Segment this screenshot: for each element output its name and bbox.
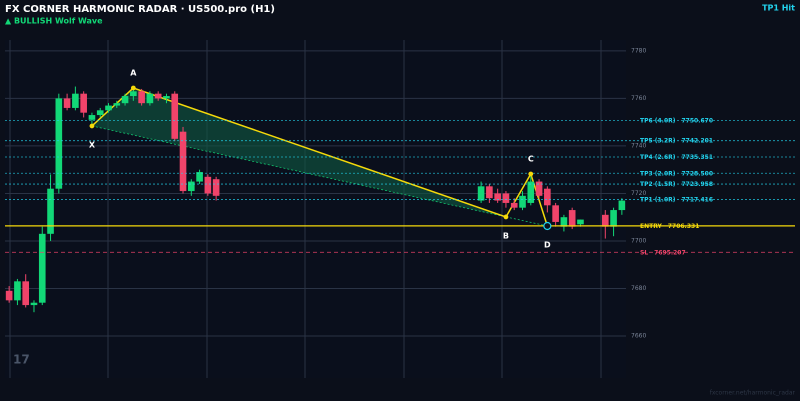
candle-body: [204, 176, 212, 194]
level-label: TP2 (1.5R) 7723.958: [640, 181, 713, 188]
level-label: ENTRY 7706.331: [640, 222, 699, 229]
vertical-grid: [9, 40, 602, 378]
candle-body: [187, 181, 195, 192]
plot-area: [5, 40, 626, 378]
candle-body: [171, 93, 179, 139]
point-label: A: [130, 68, 137, 77]
candle-body: [55, 98, 63, 189]
candle-body: [552, 205, 559, 222]
pattern-point: [503, 214, 509, 220]
candle-body: [113, 103, 121, 106]
point-label: X: [89, 140, 96, 149]
pattern-base: [91, 125, 548, 227]
level-label: TP4 (2.6R) 7735.351: [640, 153, 713, 160]
candle-body: [486, 186, 493, 199]
candle-body: [535, 181, 543, 196]
candle-body: [30, 302, 38, 306]
candle-body: [610, 210, 617, 227]
candle-body: [618, 200, 626, 211]
y-tick-label: 7780: [631, 47, 646, 54]
level-name: TP4 (2.6R): [640, 153, 676, 160]
level-value: 7728.500: [682, 170, 714, 177]
level-label: TP6 (4.0R) 7750.670: [640, 117, 713, 124]
candle-body: [212, 179, 220, 196]
candle-body: [510, 202, 518, 208]
watermark: fxcorner.net/harmonic_radar: [710, 390, 796, 397]
status: TP1 Hit: [762, 4, 795, 13]
candle-body: [163, 96, 170, 99]
y-tick-label: 7700: [631, 237, 646, 244]
pattern-point: [543, 221, 552, 231]
level-name: TP1 (1.0R): [640, 196, 676, 203]
candle-body: [72, 93, 79, 108]
level-value: 7723.958: [682, 181, 714, 188]
candle-body: [14, 281, 21, 301]
candle-body: [96, 110, 104, 116]
candle-body: [544, 188, 551, 206]
pattern-point: [89, 123, 95, 129]
level-value: 7717.416: [682, 196, 714, 203]
level-label: TP1 (1.0R) 7717.416: [640, 196, 713, 203]
logo: 17: [13, 353, 30, 367]
level-name: TP2 (1.5R): [640, 181, 676, 188]
subtitle: ▲ BULLISH Wolf Wave: [5, 17, 103, 26]
candle-body: [88, 115, 96, 120]
level-name: TP6 (4.0R): [640, 117, 676, 124]
candle-body: [121, 96, 129, 104]
candle-body: [519, 195, 526, 208]
level-name: ENTRY: [640, 222, 663, 229]
candle-body: [38, 233, 46, 303]
level-label: TP5 (3.2R) 7742.201: [640, 137, 713, 144]
level-value: 7695.207: [654, 249, 686, 256]
candle-body: [577, 219, 584, 225]
level-value: 7735.351: [682, 153, 714, 160]
level-label: SL 7695.207: [640, 249, 686, 256]
level-label: TP3 (2.0R) 7728.500: [640, 170, 713, 177]
y-tick-label: 7680: [631, 285, 646, 292]
candle-body: [196, 172, 203, 182]
level-value: 7742.201: [682, 137, 714, 144]
candle-body: [138, 91, 145, 104]
candle-body: [477, 186, 485, 201]
candle-body: [601, 214, 609, 227]
level-name: TP5 (3.2R): [640, 137, 676, 144]
level-value: 7706.331: [668, 222, 700, 229]
level-name: SL: [640, 249, 648, 256]
title: FX CORNER HARMONIC RADAR · US500.pro (H1…: [5, 4, 275, 15]
pattern-points: X A B C D: [89, 68, 552, 249]
candle-body: [179, 131, 187, 192]
candle-body: [130, 91, 137, 97]
pattern-point: [130, 85, 136, 91]
grid: 7660 7680 7700 7720 7740 7760 7780: [5, 47, 646, 339]
level-name: TP3 (2.0R): [640, 170, 676, 177]
point-label: B: [503, 231, 509, 240]
candle-body: [22, 281, 30, 306]
candles: [5, 86, 626, 313]
point-label: C: [528, 154, 534, 163]
candle-body: [63, 98, 71, 108]
y-tick-label: 7740: [631, 142, 646, 149]
candle-body: [105, 105, 112, 111]
candle-body: [5, 290, 13, 301]
point-label: D: [544, 240, 551, 249]
y-tick-label: 7660: [631, 332, 646, 339]
y-tick-label: 7720: [631, 190, 646, 197]
candle-body: [47, 188, 54, 234]
candle-body: [494, 193, 501, 201]
pattern-point: [528, 171, 534, 177]
candle-body: [502, 193, 510, 203]
level-value: 7750.670: [682, 117, 714, 124]
candle-body: [80, 93, 87, 113]
candle-body: [527, 181, 535, 203]
candle-body: [154, 93, 162, 99]
y-tick-label: 7760: [631, 95, 646, 102]
candle-body: [560, 217, 568, 227]
candle-body: [568, 210, 576, 227]
levels: TP6 (4.0R) 7750.670 TP5 (3.2R) 7742.201 TP4 …: [5, 117, 795, 256]
pattern-fill: [91, 87, 548, 226]
candle-body: [146, 93, 154, 104]
